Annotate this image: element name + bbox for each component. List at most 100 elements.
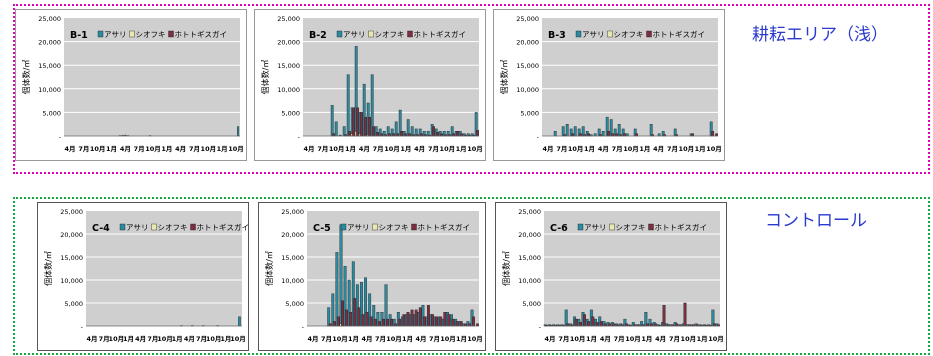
bar-hototogisu bbox=[414, 309, 418, 327]
x-tick-label: 4月 bbox=[653, 145, 664, 153]
x-tick-label: 1月 bbox=[402, 335, 413, 343]
x-tick-label: 1月 bbox=[641, 335, 652, 343]
bar-asari bbox=[335, 252, 339, 327]
x-tick-label: 7月 bbox=[375, 335, 386, 343]
x-tick-label: 4月 bbox=[307, 335, 318, 343]
x-tick-label: 1月 bbox=[456, 145, 467, 153]
legend-swatch bbox=[97, 30, 104, 38]
station-label: C-4 bbox=[92, 223, 110, 234]
x-tick-label: 7月 bbox=[428, 145, 439, 153]
y-tick-label: 25,000 bbox=[281, 208, 304, 216]
group-label-control: コントロール bbox=[765, 211, 867, 231]
y-tick-label: 15,000 bbox=[38, 62, 61, 70]
x-tick-label: 4月 bbox=[303, 145, 314, 153]
legend-swatch bbox=[151, 223, 157, 231]
station-label: B-2 bbox=[309, 30, 327, 41]
bar-hototogisu bbox=[418, 307, 422, 327]
bar-hototogisu bbox=[476, 130, 479, 137]
x-tick-label: 1月 bbox=[695, 145, 706, 153]
legend-entry: シオフキ bbox=[158, 223, 188, 232]
x-tick-label: 10月 bbox=[386, 335, 402, 343]
y-tick-label: 15,000 bbox=[60, 254, 83, 262]
x-tick-label: 7月 bbox=[614, 335, 625, 343]
x-tick-label: 4月 bbox=[415, 335, 426, 343]
legend-entry: ホトトギスガイ bbox=[418, 222, 471, 232]
chart-B-3: 25,000 20,000 15,000 10,000 5,000- 個体数/㎡ 4月 7月 1… bbox=[493, 9, 725, 161]
legend-entry: シオフキ bbox=[375, 30, 405, 39]
bar-hototogisu bbox=[436, 132, 439, 137]
y-tick-label: 10,000 bbox=[518, 277, 541, 285]
x-tick-label: 7月 bbox=[667, 145, 678, 153]
bar-hototogisu bbox=[443, 311, 447, 327]
x-tick-label: 10月 bbox=[467, 335, 483, 343]
x-tick-label: 10月 bbox=[145, 145, 161, 153]
legend-entry: ホトトギスガイ bbox=[414, 29, 467, 39]
y-tick-label: 10,000 bbox=[38, 86, 61, 94]
x-tick-label: 1月 bbox=[106, 145, 117, 153]
x-tick-label: 7月 bbox=[373, 145, 384, 153]
bar-asari bbox=[573, 126, 577, 137]
bar-asari bbox=[649, 123, 653, 137]
bar-hototogisu bbox=[372, 126, 376, 137]
y-tick-label: 10,000 bbox=[60, 277, 83, 285]
y-tick-label: 10,000 bbox=[281, 277, 304, 285]
x-tick-label: 10月 bbox=[570, 335, 586, 343]
y-tick-label: - bbox=[302, 323, 305, 331]
bar-asari bbox=[553, 131, 557, 137]
y-tick-label: 15,000 bbox=[277, 62, 300, 70]
legend-swatch bbox=[372, 223, 378, 231]
bar-hototogisu bbox=[472, 316, 475, 327]
bar-hototogisu bbox=[353, 298, 357, 327]
bar-hototogisu bbox=[410, 309, 414, 327]
legend-entry: アサリ bbox=[104, 30, 127, 39]
x-tick-label: 4月 bbox=[135, 335, 146, 343]
x-tick-label: 10月 bbox=[625, 335, 641, 343]
bar-hototogisu bbox=[356, 107, 360, 137]
x-tick-label: 10月 bbox=[467, 145, 483, 153]
bar-hototogisu bbox=[376, 132, 380, 137]
bar-hototogisu bbox=[432, 126, 435, 137]
y-tick-label: 10,000 bbox=[516, 86, 539, 94]
bar-hototogisu bbox=[365, 311, 369, 327]
legend-swatch bbox=[407, 30, 413, 38]
x-tick-label: 7月 bbox=[556, 145, 567, 153]
x-tick-label: 1月 bbox=[345, 145, 356, 153]
bar-hototogisu bbox=[336, 316, 340, 327]
legend-entry: シオフキ bbox=[616, 223, 646, 232]
y-tick-label: 25,000 bbox=[277, 15, 300, 23]
bar-hototogisu bbox=[435, 316, 439, 327]
y-axis-label: 個体数/㎡ bbox=[21, 60, 31, 95]
x-tick-label: 10月 bbox=[90, 145, 106, 153]
plot-area bbox=[64, 18, 240, 136]
legend-swatch bbox=[168, 30, 174, 38]
y-tick-label: - bbox=[81, 323, 84, 331]
station-label: B-3 bbox=[548, 30, 566, 41]
legend-swatch bbox=[129, 30, 135, 38]
plot-area bbox=[542, 18, 718, 136]
x-tick-label: 7月 bbox=[612, 145, 623, 153]
legend-swatch bbox=[577, 223, 584, 231]
group-label-tillage: 耕耘エリア（浅） bbox=[752, 25, 888, 45]
x-tick-label: 10月 bbox=[109, 335, 125, 343]
bar-hototogisu bbox=[386, 318, 389, 327]
group-tillage-shallow bbox=[13, 4, 930, 174]
x-tick-label: 1月 bbox=[161, 145, 172, 153]
y-tick-label: 10,000 bbox=[277, 86, 300, 94]
legend-swatch bbox=[646, 30, 652, 38]
bar-asari bbox=[327, 307, 331, 327]
bar-asari bbox=[237, 126, 240, 137]
legend-entry: アサリ bbox=[126, 223, 149, 232]
bar-hototogisu bbox=[578, 322, 582, 327]
bar-hototogisu bbox=[377, 321, 381, 327]
bar-hototogisu bbox=[364, 116, 368, 137]
y-tick-label: 15,000 bbox=[516, 62, 539, 70]
legend-swatch bbox=[340, 223, 347, 231]
y-tick-label: - bbox=[537, 133, 540, 141]
y-tick-label: 20,000 bbox=[281, 231, 304, 239]
bar-hototogisu bbox=[451, 318, 455, 327]
legend-entry: シオフキ bbox=[379, 223, 409, 232]
bar-hototogisu bbox=[400, 131, 403, 137]
bar-hototogisu bbox=[349, 311, 353, 327]
